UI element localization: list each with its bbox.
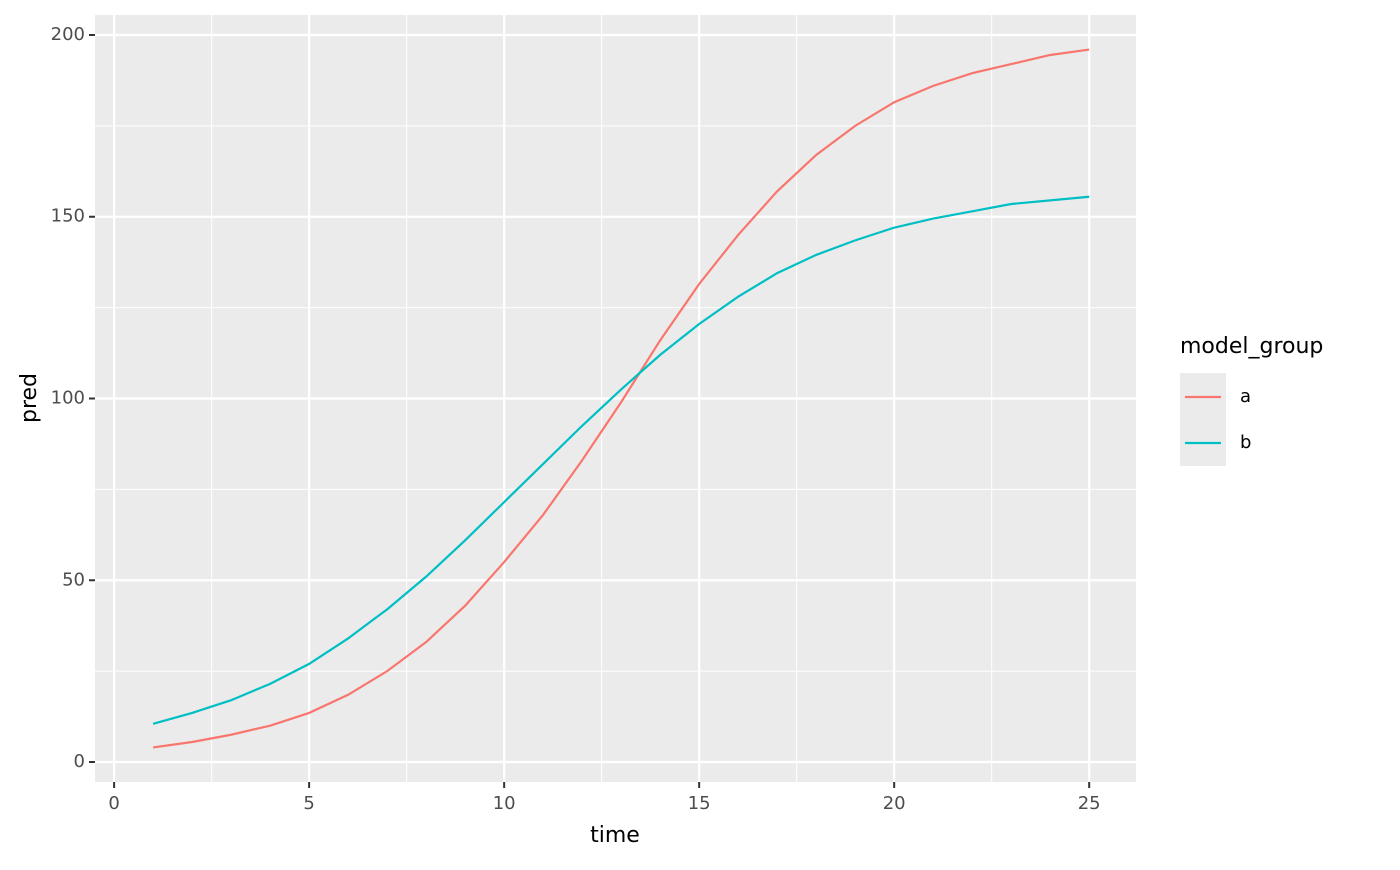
- y-tick-label: 150: [51, 206, 85, 227]
- x-tick-label: 10: [493, 793, 516, 814]
- legend-title: model_group: [1180, 334, 1323, 359]
- x-tick-label: 5: [303, 793, 314, 814]
- series-line: [152, 48, 1090, 749]
- y-tick-label: 100: [51, 388, 85, 409]
- legend-label: a: [1240, 386, 1251, 407]
- y-tick-label: 200: [51, 24, 85, 45]
- y-tick-label: 0: [74, 751, 85, 772]
- legend: ab: [1180, 373, 1251, 466]
- x-tick-label: 0: [108, 793, 119, 814]
- x-axis-title: time: [590, 823, 640, 848]
- x-tick-label: 15: [688, 793, 711, 814]
- y-tick-label: 50: [62, 569, 85, 590]
- grid: [95, 15, 1136, 782]
- series-line: [152, 195, 1090, 725]
- legend-label: b: [1240, 432, 1251, 453]
- x-tick-label: 20: [883, 793, 906, 814]
- y-axis-title: pred: [17, 373, 42, 423]
- lines: [152, 48, 1090, 749]
- x-tick-label: 25: [1078, 793, 1101, 814]
- legend-key-background: [1180, 373, 1226, 466]
